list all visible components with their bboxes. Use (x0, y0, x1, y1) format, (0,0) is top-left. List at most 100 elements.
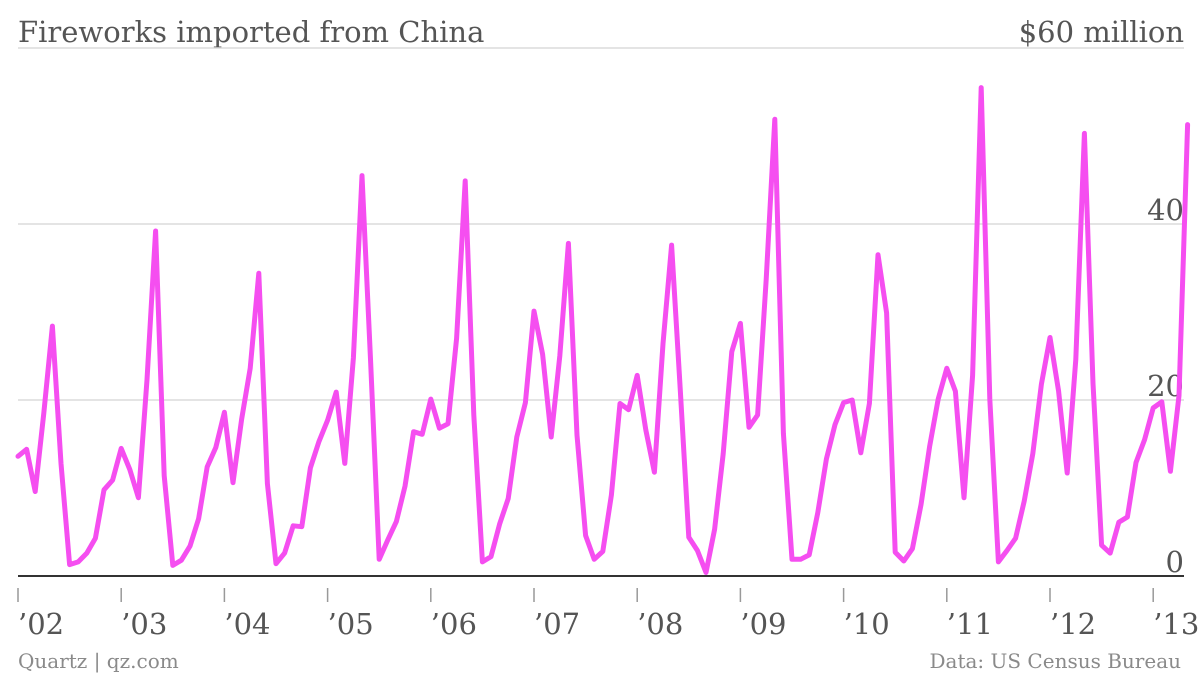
x-tick-label-6: ’08 (637, 607, 683, 641)
data-point (1005, 548, 1010, 553)
data-point (248, 366, 253, 371)
data-point (996, 559, 1001, 564)
data-point (1116, 520, 1121, 525)
data-point (33, 489, 38, 494)
data-point (1082, 131, 1087, 136)
data-point (256, 271, 261, 276)
y-tick-label-40: 40 (1147, 193, 1184, 227)
data-point (308, 465, 313, 470)
x-tick-label-0: ’02 (18, 607, 64, 641)
data-point (471, 413, 476, 418)
data-point (540, 352, 545, 357)
x-tick-label-8: ’10 (844, 607, 890, 641)
data-point (532, 309, 537, 314)
data-point (686, 535, 691, 540)
data-point (901, 559, 906, 564)
data-point (858, 450, 863, 455)
data-point (317, 439, 322, 444)
data-point (609, 493, 614, 498)
data-point (1030, 451, 1035, 456)
data-point (145, 377, 150, 382)
data-point (884, 310, 889, 315)
data-point (876, 252, 881, 257)
data-point (84, 551, 89, 556)
data-point (1048, 335, 1053, 340)
data-point (385, 537, 390, 542)
y-tick-label-0: 0 (1166, 545, 1184, 579)
data-point (265, 481, 270, 486)
data-point (196, 516, 201, 521)
y-max-label: $60 million (1019, 15, 1184, 49)
data-point (557, 354, 562, 359)
data-point (67, 562, 72, 567)
data-point (626, 407, 631, 412)
data-point (987, 397, 992, 402)
data-point (575, 433, 580, 438)
data-point (678, 386, 683, 391)
data-point (127, 467, 132, 472)
x-tick-label-10: ’12 (1050, 607, 1096, 641)
data-point (497, 522, 502, 527)
footer-source-left: Quartz | qz.com (18, 649, 179, 674)
x-tick-label-4: ’06 (431, 607, 477, 641)
data-point (153, 229, 158, 234)
data-point (463, 178, 468, 183)
data-point (480, 559, 485, 564)
x-tick-label-3: ’05 (328, 607, 374, 641)
data-point (1168, 469, 1173, 474)
series-group (15, 85, 1191, 575)
data-point (368, 359, 373, 364)
data-point (712, 527, 717, 532)
data-point (1185, 122, 1190, 127)
x-tick-label-2: ’04 (224, 607, 270, 641)
data-point (790, 557, 795, 562)
data-point (1108, 551, 1113, 556)
data-point (721, 451, 726, 456)
data-point (798, 557, 803, 562)
x-tick-label-7: ’09 (740, 607, 786, 641)
data-point (1159, 399, 1164, 404)
data-point (850, 398, 855, 403)
data-point (824, 457, 829, 462)
data-point (342, 461, 347, 466)
data-point (274, 561, 279, 566)
data-point (446, 421, 451, 426)
data-point (454, 336, 459, 341)
data-point (1134, 460, 1139, 465)
data-point (506, 496, 511, 501)
data-point (76, 559, 81, 564)
data-point (205, 464, 210, 469)
data-point (299, 524, 304, 529)
data-point (411, 429, 416, 434)
data-point (979, 85, 984, 90)
data-point (1039, 382, 1044, 387)
data-point (170, 563, 175, 568)
data-point (867, 401, 872, 406)
data-point (239, 417, 244, 422)
data-point (755, 413, 760, 418)
data-point (420, 432, 425, 437)
data-point (41, 411, 46, 416)
data-point (282, 551, 287, 556)
data-point (652, 470, 657, 475)
data-point (566, 241, 571, 246)
data-point (738, 321, 743, 326)
data-point (24, 447, 29, 452)
data-point (1013, 536, 1018, 541)
data-point (1125, 515, 1130, 520)
data-point (136, 495, 141, 500)
data-point (1065, 471, 1070, 476)
data-point (944, 366, 949, 371)
data-point (1099, 543, 1104, 548)
data-point (669, 243, 674, 248)
data-point (970, 373, 975, 378)
data-point (1091, 381, 1096, 386)
data-point (291, 523, 296, 528)
x-tick-label-9: ’11 (947, 607, 993, 641)
data-point (635, 373, 640, 378)
data-point (162, 473, 167, 478)
data-point (729, 349, 734, 354)
data-point (351, 355, 356, 360)
